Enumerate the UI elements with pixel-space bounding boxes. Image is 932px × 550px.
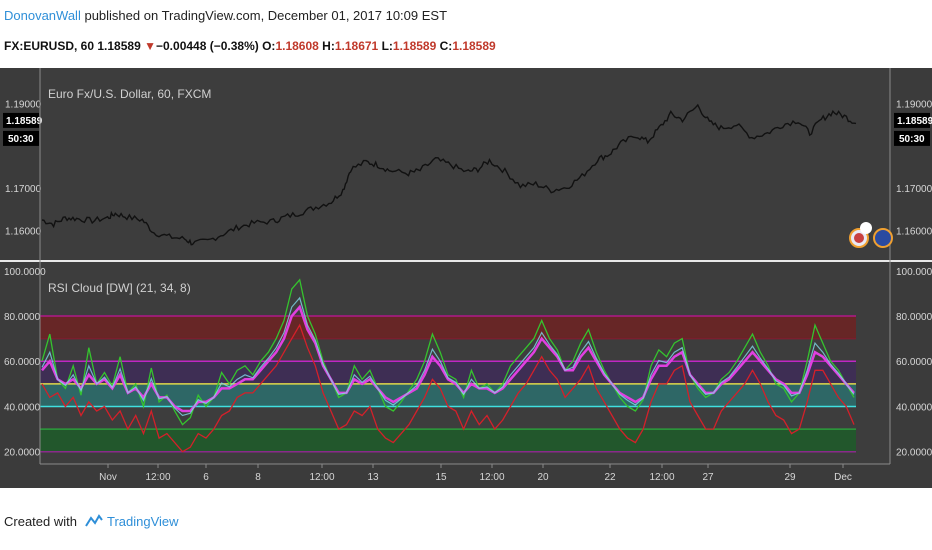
price-tick-right: 1.16000 <box>896 226 932 237</box>
low-label: L: <box>381 39 393 53</box>
quote-bar: FX:EURUSD, 60 1.18589 ▼−0.00448 (−0.38%)… <box>4 39 496 53</box>
open-value: 1.18608 <box>275 39 319 53</box>
footer: Created with TradingView <box>4 513 179 529</box>
x-tick-label: Nov <box>99 472 117 483</box>
rsi-band <box>40 316 856 339</box>
us-flag-icon-inner <box>854 233 864 243</box>
last-price: 1.18589 <box>97 39 141 53</box>
tradingview-link[interactable]: TradingView <box>106 513 179 529</box>
flag-icons[interactable] <box>849 222 893 248</box>
rsi-band <box>40 383 856 407</box>
price-tick-left: 1.16000 <box>5 226 42 237</box>
x-tick-label: 22 <box>604 472 616 483</box>
low-value: 1.18589 <box>392 39 437 53</box>
countdown-right-label-box <box>894 130 930 146</box>
published-text: published on TradingView.com, December 0… <box>84 8 448 23</box>
rsi-tick-right: 60.0000 <box>896 357 932 368</box>
price-tick-left: 1.17000 <box>5 184 42 195</box>
x-tick-label: Dec <box>834 472 852 483</box>
tradingview-logo-icon[interactable] <box>85 513 103 529</box>
author-link[interactable]: DonovanWall <box>4 8 81 23</box>
x-tick-label: 15 <box>435 472 447 483</box>
last-price-left-label: 1.18589 <box>6 116 43 127</box>
eu-flag-icon[interactable] <box>873 228 893 248</box>
close-label: C: <box>439 39 453 53</box>
rsi-pane[interactable] <box>40 262 890 464</box>
x-tick-label: 13 <box>367 472 379 483</box>
price-tick-right: 1.19000 <box>896 100 932 111</box>
rsi-series-line[interactable] <box>41 278 855 426</box>
event-badge-icon[interactable] <box>860 222 872 234</box>
rsi-pane-title: RSI Cloud [DW] (21, 34, 8) <box>48 281 191 295</box>
close-value: 1.18589 <box>452 39 496 53</box>
x-tick-label: 12:00 <box>649 472 674 483</box>
x-tick-label: 8 <box>255 472 261 483</box>
axes: 1.19000 1.19000 1.17000 1.17000 1.16000 1.160… <box>3 68 932 483</box>
countdown-left-label: 50:30 <box>8 134 34 145</box>
x-tick-label: 6 <box>203 472 209 483</box>
x-tick-label: 29 <box>784 472 796 483</box>
rsi-signal-line <box>41 296 855 417</box>
countdown-right-label: 50:30 <box>899 134 925 145</box>
price-tick-left: 1.19000 <box>5 100 42 111</box>
high-value: 1.18671 <box>334 39 379 53</box>
rsi-tick-left: 80.0000 <box>4 312 41 323</box>
rsi-tick-right: 80.0000 <box>896 312 932 323</box>
price-series-line[interactable] <box>41 103 857 246</box>
price-pane-title: Euro Fx/U.S. Dollar, 60, FXCM <box>48 87 211 101</box>
last-price-left-label-box <box>3 112 39 128</box>
rsi-tick-left: 20.0000 <box>4 448 41 459</box>
x-tick-label: 20 <box>537 472 549 483</box>
price-tick-right: 1.17000 <box>896 184 932 195</box>
publish-header: DonovanWall published on TradingView.com… <box>4 8 447 23</box>
x-tick-label: 12:00 <box>145 472 170 483</box>
symbol-label[interactable]: FX:EURUSD, 60 <box>4 39 95 53</box>
high-label: H: <box>322 39 335 53</box>
created-with-text: Created with <box>4 513 77 529</box>
x-tick-label: 27 <box>702 472 714 483</box>
last-price-right-label-box <box>894 112 930 128</box>
rsi-series-line[interactable] <box>41 323 855 453</box>
rsi-tick-right: 20.0000 <box>896 448 932 459</box>
x-tick-label: 12:00 <box>479 472 504 483</box>
open-label: O: <box>262 39 276 53</box>
countdown-left-label-box <box>3 130 39 146</box>
rsi-tick-left: 40.0000 <box>4 402 41 413</box>
price-change: −0.00448 (−0.38%) <box>156 39 259 53</box>
price-pane[interactable] <box>40 68 890 260</box>
rsi-band <box>40 429 856 452</box>
price-plot-area[interactable] <box>40 68 890 260</box>
rsi-tick-left: 100.0000 <box>4 267 46 278</box>
down-arrow-icon: ▼ <box>144 39 156 53</box>
rsi-tick-right: 40.0000 <box>896 402 932 413</box>
rsi-tick-left: 60.0000 <box>4 357 41 368</box>
x-tick-label: 12:00 <box>309 472 334 483</box>
rsi-tick-right: 100.0000 <box>896 267 932 278</box>
chart-canvas[interactable]: 1.19000 1.19000 1.17000 1.17000 1.16000 1.160… <box>0 68 932 488</box>
last-price-right-label: 1.18589 <box>897 116 932 127</box>
rsi-series-line[interactable] <box>41 304 855 413</box>
